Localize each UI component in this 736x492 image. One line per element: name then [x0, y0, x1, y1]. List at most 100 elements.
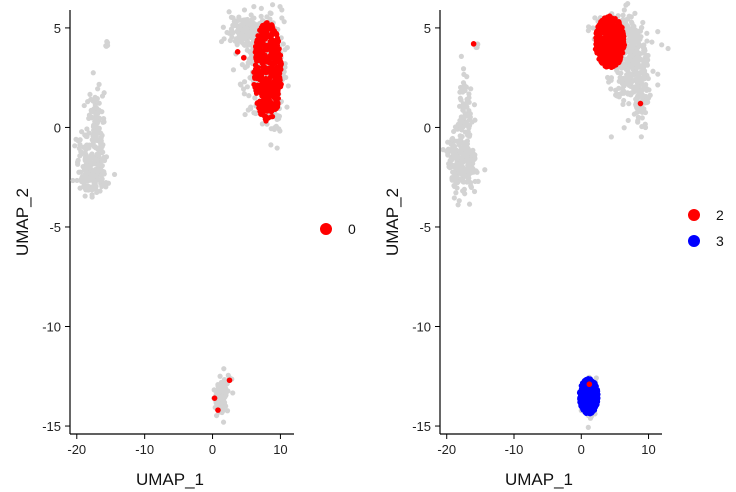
background-point [613, 87, 619, 93]
background-point [244, 84, 250, 90]
series-point [596, 43, 603, 49]
background-point [82, 150, 88, 156]
series-point [602, 42, 608, 49]
background-point [99, 144, 105, 150]
background-point [618, 77, 624, 84]
series-point [267, 34, 273, 40]
background-point [450, 169, 456, 175]
background-point [453, 153, 459, 160]
series-point [616, 18, 622, 25]
series-point [268, 109, 275, 115]
background-point [645, 57, 651, 63]
series-point [277, 75, 283, 81]
background-point [447, 165, 453, 171]
background-point [241, 91, 247, 97]
background-point [647, 92, 653, 98]
background-point [220, 419, 227, 425]
background-point [274, 115, 280, 121]
background-point [225, 372, 231, 378]
background-point [99, 172, 105, 178]
series-point [259, 73, 265, 80]
background-point [101, 90, 107, 96]
series-point [252, 74, 258, 80]
y-tick-label: 0 [54, 120, 61, 135]
series-point [600, 46, 606, 53]
background-point [451, 128, 457, 135]
background-point [462, 122, 468, 129]
background-point [632, 10, 638, 16]
background-point [224, 29, 230, 36]
background-point [88, 107, 94, 113]
series-point [599, 25, 605, 31]
background-point [285, 83, 291, 89]
y-tick-label: -5 [49, 220, 61, 235]
background-point [621, 125, 627, 131]
series-point [271, 73, 277, 80]
background-point [465, 145, 471, 151]
series-point [258, 56, 264, 62]
background-point [475, 178, 481, 184]
highlight-point [637, 100, 644, 107]
highlight-point [226, 377, 233, 384]
background-point [100, 156, 106, 163]
series-point [273, 30, 279, 37]
background-point [80, 184, 87, 190]
series-point [261, 78, 267, 85]
background-point [86, 177, 93, 183]
background-point [216, 385, 223, 391]
background-point [221, 366, 227, 372]
y-tick-label: 5 [424, 21, 431, 36]
series-point [258, 33, 264, 39]
series-point [582, 381, 588, 387]
series-point [587, 388, 593, 394]
series-point [593, 46, 600, 52]
series-point [263, 102, 269, 109]
legend-key [688, 235, 700, 247]
background-point [258, 13, 264, 19]
background-point [70, 177, 76, 184]
background-point [86, 158, 92, 164]
background-point [103, 43, 110, 49]
background-point [665, 45, 671, 52]
series-point [608, 64, 615, 71]
series-point [587, 393, 594, 399]
background-point [458, 53, 464, 59]
background-point [606, 79, 612, 85]
x-tick-label: -10 [135, 442, 154, 457]
x-tick-label: -10 [505, 442, 524, 457]
background-point [458, 158, 464, 164]
background-point [452, 124, 459, 130]
series-point [256, 84, 263, 90]
background-point [274, 145, 280, 151]
background-point [77, 137, 83, 143]
series-point [273, 56, 279, 62]
background-point [459, 172, 466, 178]
x-tick-label: -20 [67, 442, 86, 457]
background-point [95, 86, 101, 92]
x-tick-label: 10 [273, 442, 287, 457]
series-point [253, 56, 259, 62]
background-point [462, 191, 468, 197]
background-point [96, 81, 102, 87]
background-point [104, 38, 110, 45]
background-point [640, 81, 646, 88]
background-point [630, 59, 637, 66]
background-point [458, 114, 464, 120]
series-point [263, 31, 269, 37]
series-point [603, 30, 609, 36]
background-point [86, 145, 92, 151]
background-point [75, 161, 81, 167]
series-0 [251, 20, 284, 124]
background-point [224, 408, 231, 414]
legend-key [320, 223, 332, 235]
series-point [616, 24, 622, 30]
background-point [241, 7, 248, 13]
background-point [460, 80, 467, 86]
series-point [604, 51, 610, 57]
background-point [100, 119, 106, 125]
background-point [608, 134, 614, 140]
background-point [88, 186, 95, 192]
series-point [607, 35, 613, 42]
background-point [459, 177, 465, 184]
